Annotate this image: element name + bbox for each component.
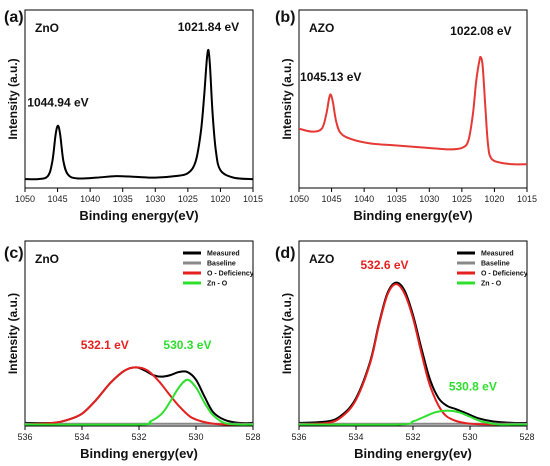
x-tick-label: 536 xyxy=(17,432,32,442)
legend-label-baseline: Baseline xyxy=(481,261,510,268)
x-tick-label: 530 xyxy=(188,432,203,442)
x-tick-label: 532 xyxy=(131,432,146,442)
y-axis-label: Intensity (a.u.) xyxy=(6,58,20,139)
x-tick-label: 1035 xyxy=(113,194,133,204)
x-tick-label: 536 xyxy=(291,432,306,442)
panel-title: ZnO xyxy=(35,252,59,266)
series-line-measured xyxy=(25,366,253,425)
series-line-zn-o xyxy=(299,409,527,426)
panel-label: (c) xyxy=(4,245,24,262)
peak-annotation: 530.3 eV xyxy=(163,338,211,352)
y-axis-label: Intensity (a.u.) xyxy=(6,293,20,374)
legend-label-measured: Measured xyxy=(207,251,240,258)
peak-annotation: 532.6 eV xyxy=(360,258,408,272)
x-tick-label: 1040 xyxy=(80,194,100,204)
x-tick-label: 532 xyxy=(405,432,420,442)
x-tick-label: 534 xyxy=(348,432,363,442)
x-tick-label: 1030 xyxy=(419,194,439,204)
series-line-zno xyxy=(25,48,253,181)
x-tick-label: 1045 xyxy=(48,194,68,204)
legend-label-zn-o: Zn - O xyxy=(481,281,502,288)
x-tick-label: 534 xyxy=(74,432,89,442)
panel-title: AZO xyxy=(309,252,334,266)
x-tick-label: 528 xyxy=(519,432,534,442)
x-tick-label: 528 xyxy=(245,432,260,442)
series-line-o-deficiency xyxy=(299,283,527,426)
legend-label-measured: Measured xyxy=(481,251,514,258)
plot-frame xyxy=(298,9,528,189)
panel-label: (d) xyxy=(275,245,295,262)
x-tick-label: 1040 xyxy=(354,194,374,204)
chart-panel-1: (a) ZnO 1050 1045 1040 1035 1030 1025 1020 1015 Bi… xyxy=(4,9,263,223)
y-axis-label: Intensity (a.u.) xyxy=(280,293,294,374)
peak-annotation: 1045.13 eV xyxy=(300,70,361,84)
panel-title: ZnO xyxy=(35,21,59,35)
chart-panel-3: (c) ZnO 536 534 532 530 528 Binding energy(ev) I… xyxy=(4,240,261,461)
peak-annotation: 1022.08 eV xyxy=(450,24,511,38)
y-axis-label: Intensity (a.u.) xyxy=(280,58,294,139)
x-axis-label: Binding energy(ev) xyxy=(80,446,198,461)
plot-frame xyxy=(298,240,528,427)
x-axis-label: Binding energy(eV) xyxy=(79,208,198,223)
x-tick-label: 1025 xyxy=(178,194,198,204)
legend-label-o-deficiency: O - Deficiency xyxy=(481,271,528,278)
series-line-o-deficiency xyxy=(25,366,253,426)
x-tick-label: 1030 xyxy=(145,194,165,204)
legend-label-baseline: Baseline xyxy=(207,261,236,268)
plot-frame xyxy=(24,9,254,189)
legend-label-o-deficiency: O - Deficiency xyxy=(207,271,254,278)
x-tick-label: 1015 xyxy=(517,194,537,204)
x-tick-label: 1045 xyxy=(322,194,342,204)
x-tick-label: 1020 xyxy=(210,194,230,204)
panel-label: (b) xyxy=(275,9,295,26)
peak-annotation: 1021.84 eV xyxy=(178,20,239,34)
x-tick-label: 1050 xyxy=(289,194,309,204)
plot-frame xyxy=(24,240,254,427)
peak-annotation: 530.8 eV xyxy=(449,380,497,394)
series-line-azo xyxy=(299,55,527,166)
peak-annotation: 532.1 eV xyxy=(81,338,129,352)
x-tick-label: 1025 xyxy=(452,194,472,204)
x-axis-label: Binding energy(ev) xyxy=(354,446,472,461)
x-axis-label: Binding energy(eV) xyxy=(353,208,472,223)
x-tick-label: 530 xyxy=(462,432,477,442)
chart-panel-2: (b) AZO 1050 1045 1040 1035 1030 1025 1020 1015 Bi… xyxy=(275,9,537,223)
x-tick-label: 1015 xyxy=(243,194,263,204)
panel-label: (a) xyxy=(4,9,24,26)
x-tick-label: 1050 xyxy=(15,194,35,204)
x-tick-label: 1020 xyxy=(484,194,504,204)
peak-annotation: 1044.94 eV xyxy=(27,95,88,109)
panel-title: AZO xyxy=(309,21,334,35)
x-tick-label: 1035 xyxy=(387,194,407,204)
series-line-measured xyxy=(299,281,527,425)
chart-panel-4: (d) AZO 536 534 532 530 528 Binding energy(ev) I… xyxy=(275,240,535,461)
legend-label-zn-o: Zn - O xyxy=(207,281,228,288)
series-line-zn-o xyxy=(25,378,253,426)
